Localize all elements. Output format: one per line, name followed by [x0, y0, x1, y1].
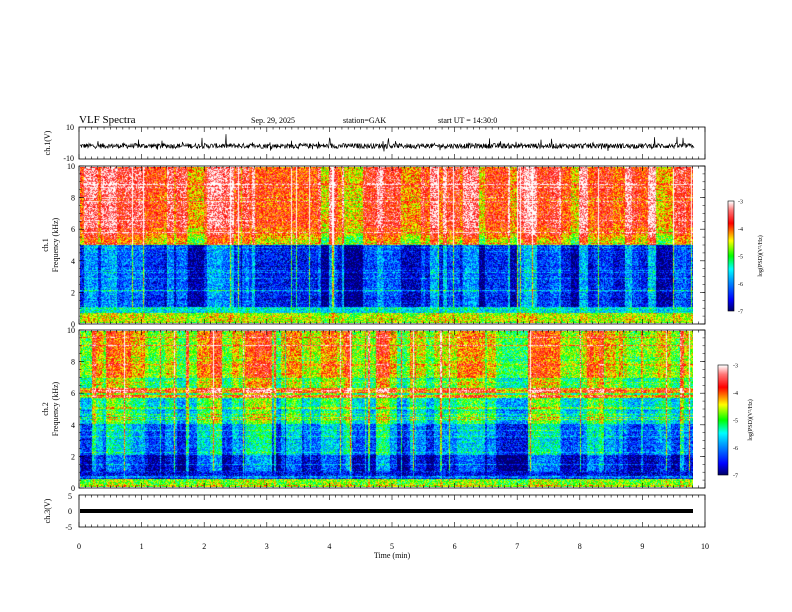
colorbar-1-label: log(PSD)(V²/Hz) — [757, 235, 764, 276]
ch3-ytick-bottom: -5 — [65, 523, 72, 532]
colorbar-tick-label: -3 — [738, 200, 743, 206]
colorbar-2: -3 -4 -5 -6 -7 log(PSD)(V²/Hz) — [717, 364, 754, 480]
ch2-spectrogram-panel: 0 2 4 6 8 10 ch.2 Frequency (kHz) — [41, 326, 706, 493]
ch1-ylabel: ch.1(V) — [43, 130, 52, 155]
figure-title: VLF Spectra — [79, 114, 136, 126]
ch3-waveform-panel: 5 0 -5 ch.3(V) — [43, 492, 706, 532]
y-tick-label: 10 — [67, 326, 75, 335]
colorbar-tick-label: -5 — [733, 419, 738, 425]
x-tick-label: 5 — [390, 542, 394, 551]
ch3-ylabel: ch.3(V) — [43, 498, 52, 523]
time-axis-label: Time (min) — [374, 551, 411, 560]
ch1-trace — [79, 134, 695, 152]
colorbar-tick-label: -6 — [738, 282, 743, 288]
x-tick-label: 9 — [640, 542, 644, 551]
ch3-trace — [80, 509, 693, 513]
ch2-spectrogram-image — [80, 331, 693, 487]
colorbar-tick-label: -4 — [738, 227, 743, 233]
y-tick-label: 8 — [71, 194, 75, 203]
x-tick-label: 0 — [77, 542, 81, 551]
x-tick-label: 4 — [327, 542, 331, 551]
y-tick-label: 6 — [71, 389, 75, 398]
y-tick-label: 6 — [71, 225, 75, 234]
ch1-spectrogram-image — [80, 167, 693, 323]
x-tick-label: 10 — [701, 542, 709, 551]
colorbar-tick-label: -6 — [733, 446, 738, 452]
y-tick-label: 0 — [71, 320, 75, 329]
start-time-label: start UT = 14:30:0 — [438, 116, 497, 125]
y-tick-label: 4 — [71, 421, 75, 430]
colorbar-tick-label: -4 — [733, 391, 738, 397]
y-tick-label: 10 — [67, 162, 75, 171]
ch1-spectrogram-panel: 0 2 4 6 8 10 ch.1 Frequency (kHz) — [41, 162, 706, 329]
y-tick-label: 0 — [71, 484, 75, 493]
spec2-ylabel-freq: Frequency (kHz) — [51, 381, 60, 436]
ch1-ytick-bottom: -10 — [63, 154, 74, 163]
ch1-ytick-top: 10 — [66, 123, 74, 132]
y-tick-label: 2 — [71, 452, 75, 461]
colorbar-tick-label: -7 — [738, 310, 743, 316]
ch1-waveform-panel: 10 -10 ch.1(V) — [43, 123, 706, 163]
y-tick-label: 4 — [71, 257, 75, 266]
x-tick-label: 2 — [202, 542, 206, 551]
colorbar-1-ticks: -3 -4 -5 -6 -7 — [738, 200, 743, 316]
time-axis-labels: 0 1 2 3 4 5 6 7 8 9 10 — [77, 542, 709, 551]
ch1-spectrogram-yticks: 0 2 4 6 8 10 — [67, 162, 705, 329]
time-axis-ticks — [78, 127, 706, 527]
colorbar-tick-label: -5 — [738, 255, 743, 261]
x-tick-label: 1 — [140, 542, 144, 551]
station-label: station=GAK — [343, 116, 386, 125]
spec1-ylabel-freq: Frequency (kHz) — [51, 217, 60, 272]
x-tick-label: 6 — [453, 542, 457, 551]
colorbar-tick-label: -7 — [733, 474, 738, 480]
colorbar-1: -3 -4 -5 -6 -7 log(PSD)(V²/Hz) — [727, 200, 764, 316]
ch3-ytick-top: 5 — [68, 492, 72, 501]
colorbar-2-gradient — [718, 365, 728, 475]
colorbar-tick-label: -3 — [733, 364, 738, 370]
y-tick-label: 8 — [71, 358, 75, 367]
x-tick-label: 7 — [515, 542, 519, 551]
colorbar-2-ticks: -3 -4 -5 -6 -7 — [733, 364, 738, 480]
colorbar-1-gradient — [728, 201, 734, 311]
y-tick-label: 2 — [71, 288, 75, 297]
spec2-ylabel-ch: ch.2 — [41, 402, 50, 416]
x-tick-label: 8 — [578, 542, 582, 551]
date-label: Sep. 29, 2025 — [251, 116, 295, 125]
ch3-ytick-mid: 0 — [68, 507, 72, 516]
colorbar-2-label: log(PSD)(V²/Hz) — [747, 399, 754, 440]
x-tick-label: 3 — [265, 542, 269, 551]
ch2-spectrogram-yticks: 0 2 4 6 8 10 — [67, 326, 705, 493]
spec1-ylabel-ch: ch.1 — [41, 238, 50, 252]
